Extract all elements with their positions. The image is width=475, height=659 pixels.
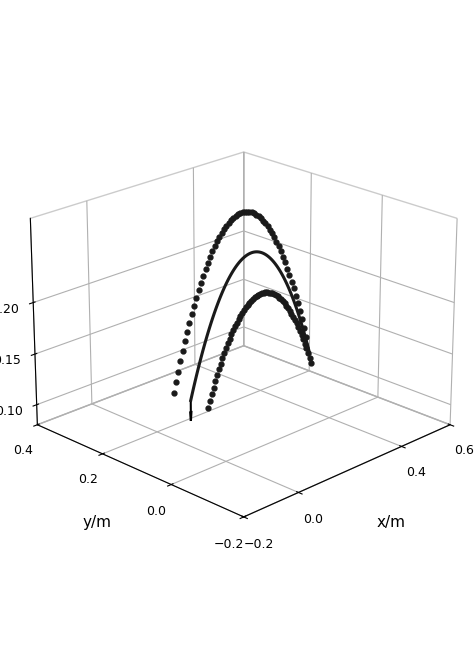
X-axis label: x/m: x/m — [376, 515, 405, 530]
Y-axis label: y/m: y/m — [82, 515, 111, 530]
